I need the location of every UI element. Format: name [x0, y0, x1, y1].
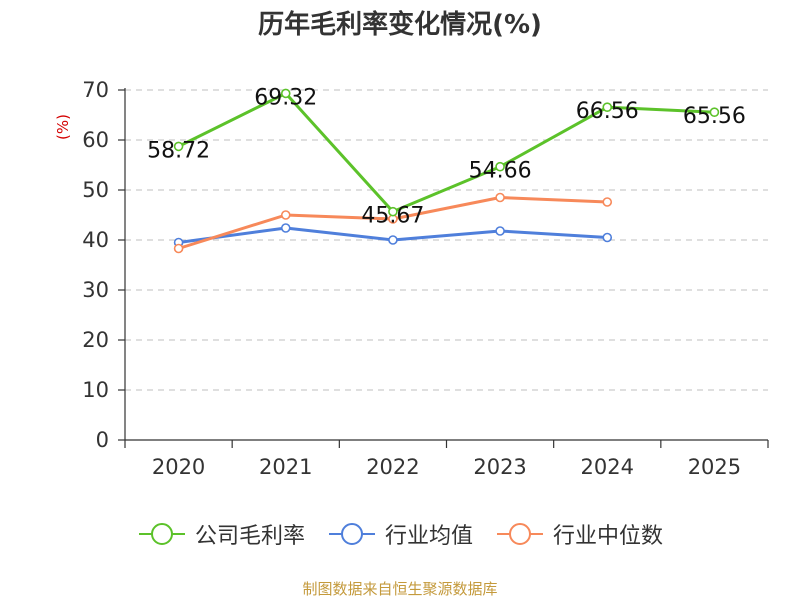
legend-swatch: [328, 523, 375, 545]
legend-swatch: [138, 523, 185, 545]
data-point: [602, 232, 613, 243]
y-tick-label: 20: [82, 328, 109, 352]
chart-legend: 公司毛利率 行业均值 行业中位数: [0, 518, 800, 550]
x-tick-label: 2022: [366, 455, 419, 479]
y-axis-label: (%): [54, 114, 72, 140]
data-point: [602, 102, 613, 112]
y-tick-label: 10: [82, 378, 109, 402]
data-point: [280, 210, 291, 220]
y-tick-label: 60: [82, 128, 109, 152]
legend-swatch: [497, 523, 543, 545]
data-point: [388, 235, 398, 245]
data-label: 45.67: [361, 204, 424, 229]
data-point: [388, 206, 398, 217]
x-tick-label: 2023: [473, 455, 526, 479]
chart-title: 历年毛利率变化情况(%): [258, 10, 542, 40]
x-tick-label: 2024: [581, 455, 634, 479]
legend-item[interactable]: 公司毛利率: [137, 518, 305, 550]
y-tick-label: 70: [82, 78, 109, 102]
legend-label: 公司毛利率: [194, 524, 305, 549]
legend-label: 行业中位数: [553, 524, 664, 549]
data-label: 58.72: [147, 138, 210, 163]
legend-item[interactable]: 行业中位数: [495, 518, 663, 550]
x-tick-label: 2025: [688, 455, 741, 479]
legend-marker: [509, 523, 531, 545]
y-tick-label: 0: [96, 428, 109, 452]
data-label: 69.32: [254, 85, 317, 110]
data-point: [602, 197, 613, 207]
data-label: 54.66: [469, 159, 532, 184]
data-point: [173, 243, 184, 254]
data-point: [495, 161, 505, 172]
source-note: 制图数据来自恒生聚源数据库: [302, 580, 498, 598]
data-label: 66.56: [576, 99, 639, 124]
y-tick-label: 50: [82, 178, 109, 202]
data-point: [173, 141, 184, 152]
legend-marker: [340, 523, 363, 545]
x-tick-label: 2020: [152, 455, 205, 479]
x-tick-label: 2021: [259, 455, 312, 479]
series-line: [177, 91, 715, 214]
legend-marker: [150, 523, 173, 545]
data-point: [495, 192, 505, 203]
legend-label: 行业均值: [384, 524, 473, 549]
y-tick-label: 40: [82, 228, 109, 252]
data-point: [280, 223, 291, 233]
data-point: [709, 107, 720, 117]
legend-item[interactable]: 行业均值: [327, 518, 473, 550]
data-label: 65.56: [683, 104, 746, 129]
y-tick-label: 30: [82, 278, 109, 302]
data-point: [495, 226, 505, 236]
data-point: [280, 88, 291, 99]
